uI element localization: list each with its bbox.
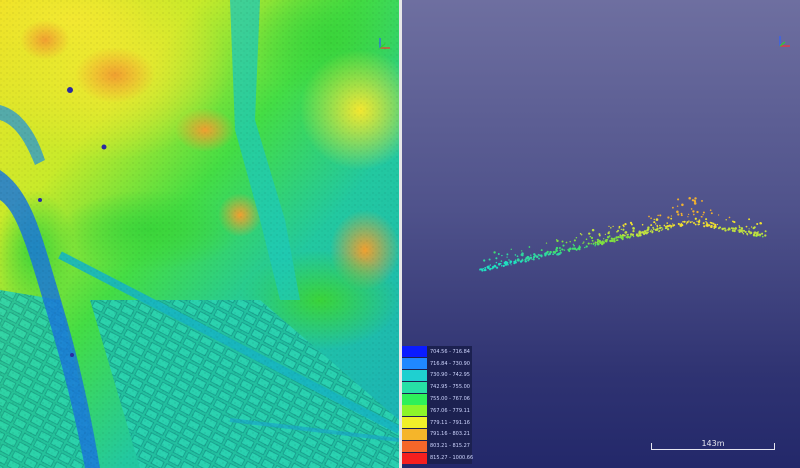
legend-item: 815.27 - 1000.66	[402, 452, 474, 464]
legend-swatch	[402, 369, 427, 381]
legend-swatch	[402, 417, 427, 429]
legend-label: 791.16 - 803.21	[430, 431, 470, 438]
legend-item: 730.90 - 742.95	[402, 369, 472, 382]
elevation-legend: 704.56 - 716.84 716.84 - 730.90 730.90 - 7…	[402, 346, 474, 464]
legend-label: 730.90 - 742.95	[430, 372, 470, 379]
elevation-map-view[interactable]	[0, 0, 399, 468]
legend-swatch	[402, 428, 427, 440]
axis-gizmo-icon	[379, 38, 390, 49]
legend-label: 815.27 - 1000.66	[430, 455, 474, 462]
legend-item: 767.06 - 779.11	[402, 404, 472, 417]
legend-item: 779.11 - 791.16	[402, 416, 472, 429]
pane-divider[interactable]	[399, 0, 402, 468]
legend-item: 755.00 - 767.06	[402, 393, 472, 405]
elevation-map[interactable]	[0, 0, 399, 468]
profile-point-cloud	[479, 196, 767, 272]
legend-label: 755.00 - 767.06	[430, 396, 470, 403]
legend-swatch	[402, 381, 427, 393]
legend-item: 716.84 - 730.90	[402, 357, 472, 370]
legend-item: 803.21 - 815.27	[402, 440, 472, 453]
axis-gizmo-icon	[779, 36, 790, 47]
legend-swatch	[402, 405, 427, 417]
legend-swatch	[402, 440, 427, 452]
scale-label: 143m	[701, 439, 725, 448]
legend-label: 767.06 - 779.11	[430, 407, 470, 414]
legend-item: 704.56 - 716.84	[402, 346, 472, 358]
legend-swatch	[402, 346, 427, 358]
legend-label: 779.11 - 791.16	[430, 419, 470, 426]
legend-label: 803.21 - 815.27	[430, 443, 470, 450]
legend-swatch	[402, 358, 427, 370]
legend-label: 742.95 - 755.00	[430, 384, 470, 391]
legend-item: 742.95 - 755.00	[402, 381, 472, 394]
legend-swatch	[402, 452, 427, 464]
terrain-profile[interactable]	[402, 0, 800, 468]
legend-item: 791.16 - 803.21	[402, 428, 472, 441]
legend-label: 704.56 - 716.84	[430, 348, 470, 355]
legend-swatch	[402, 393, 427, 405]
legend-label: 716.84 - 730.90	[430, 360, 470, 367]
scale-bar: 143m	[651, 439, 775, 451]
